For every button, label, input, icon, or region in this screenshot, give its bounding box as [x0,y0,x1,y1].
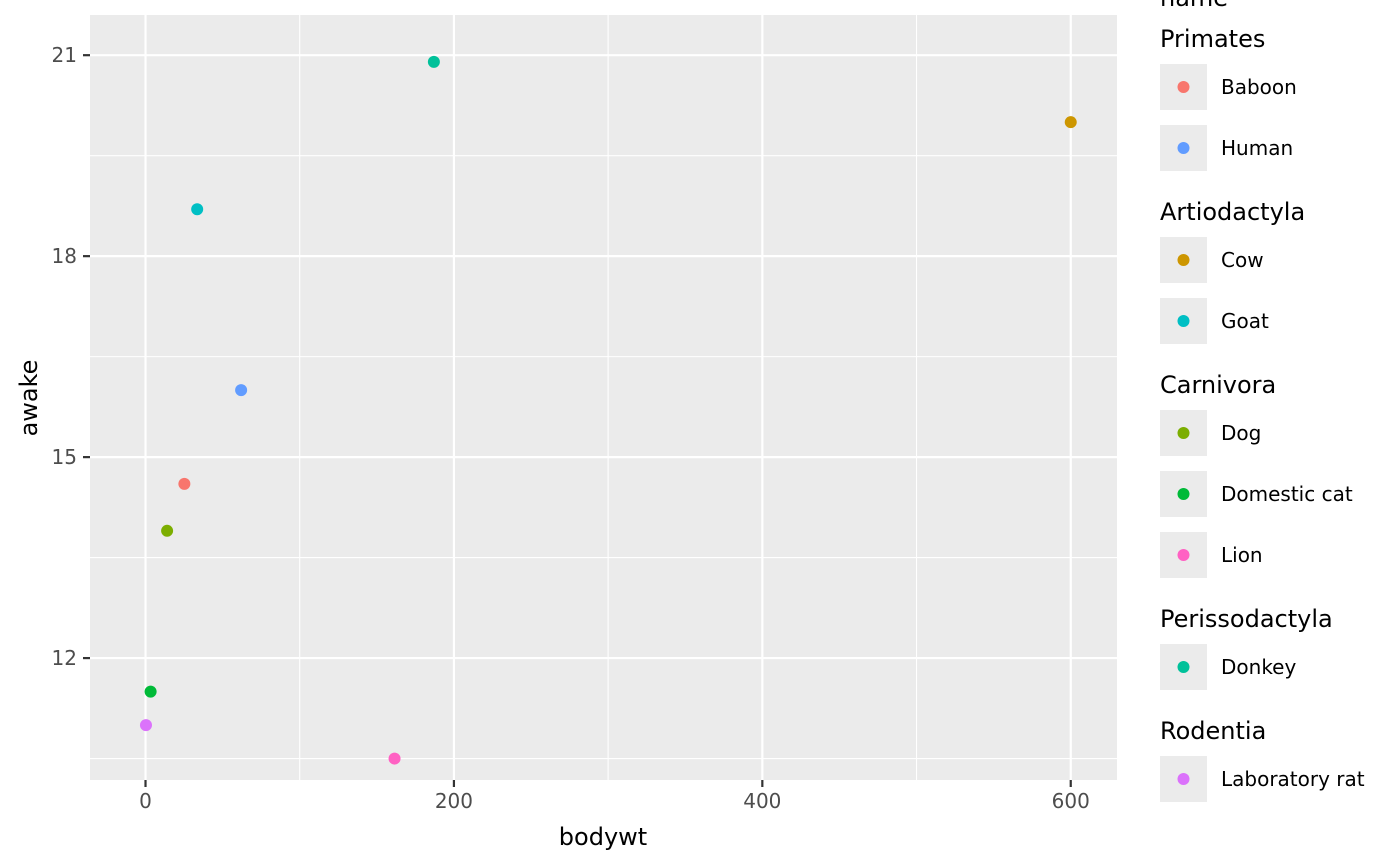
legend-label-human: Human [1221,136,1293,160]
legend-label-dog: Dog [1221,421,1261,445]
point-dog [161,524,174,537]
y-tick-label: 21 [52,43,77,67]
minor-gridlines [90,15,1117,780]
y-tick-label: 18 [52,244,77,268]
y-axis: 12 15 18 21 [52,43,90,670]
legend-label-cow: Cow [1221,248,1264,272]
major-gridlines [90,15,1117,780]
point-laboratory-rat [139,719,152,732]
legend-label-lion: Lion [1221,543,1263,567]
legend-group-artiodactyla: Artiodactyla [1160,198,1305,226]
legend-group-primates: Primates [1160,25,1265,53]
legend-swatch-donkey [1177,661,1190,673]
legend-swatch-cow [1177,254,1190,266]
x-tick-label: 0 [139,789,152,813]
y-tick-label: 15 [52,445,77,469]
legend-label-laboratory-rat: Laboratory rat [1221,767,1365,791]
point-goat [191,203,204,216]
point-donkey [427,55,440,68]
legend-swatch-goat [1177,315,1190,327]
y-tick-label: 12 [52,646,77,670]
legend-title: name [1160,0,1228,12]
legend-group-rodentia: Rodentia [1160,717,1266,745]
point-cow [1064,116,1077,129]
y-axis-title: awake [15,360,43,437]
data-points [139,55,1077,765]
point-baboon [178,477,191,490]
legend-swatch-baboon [1177,81,1190,93]
legend-swatch-laboratory-rat [1177,773,1190,785]
point-human [235,384,248,397]
x-tick-label: 200 [435,789,473,813]
legend-swatch-human [1177,142,1190,154]
x-tick-label: 600 [1052,789,1090,813]
legend-group-carnivora: Carnivora [1160,371,1276,399]
legend-label-goat: Goat [1221,309,1269,333]
legend-swatch-lion [1177,549,1190,561]
legend: name Primates Baboon Human Artiodactyla Cow G… [1160,0,1365,802]
legend-label-baboon: Baboon [1221,75,1297,99]
plot-panel [90,15,1117,780]
legend-group-perissodactyla: Perissodactyla [1160,605,1333,633]
legend-swatch-dog [1177,427,1190,439]
x-tick-label: 400 [743,789,781,813]
x-axis: 0 200 400 600 [139,780,1090,813]
point-domestic-cat [144,685,157,698]
legend-swatch-domestic-cat [1177,488,1190,500]
x-axis-title: bodywt [559,823,647,851]
legend-label-domestic-cat: Domestic cat [1221,482,1353,506]
legend-label-donkey: Donkey [1221,655,1296,679]
point-lion [388,752,401,765]
